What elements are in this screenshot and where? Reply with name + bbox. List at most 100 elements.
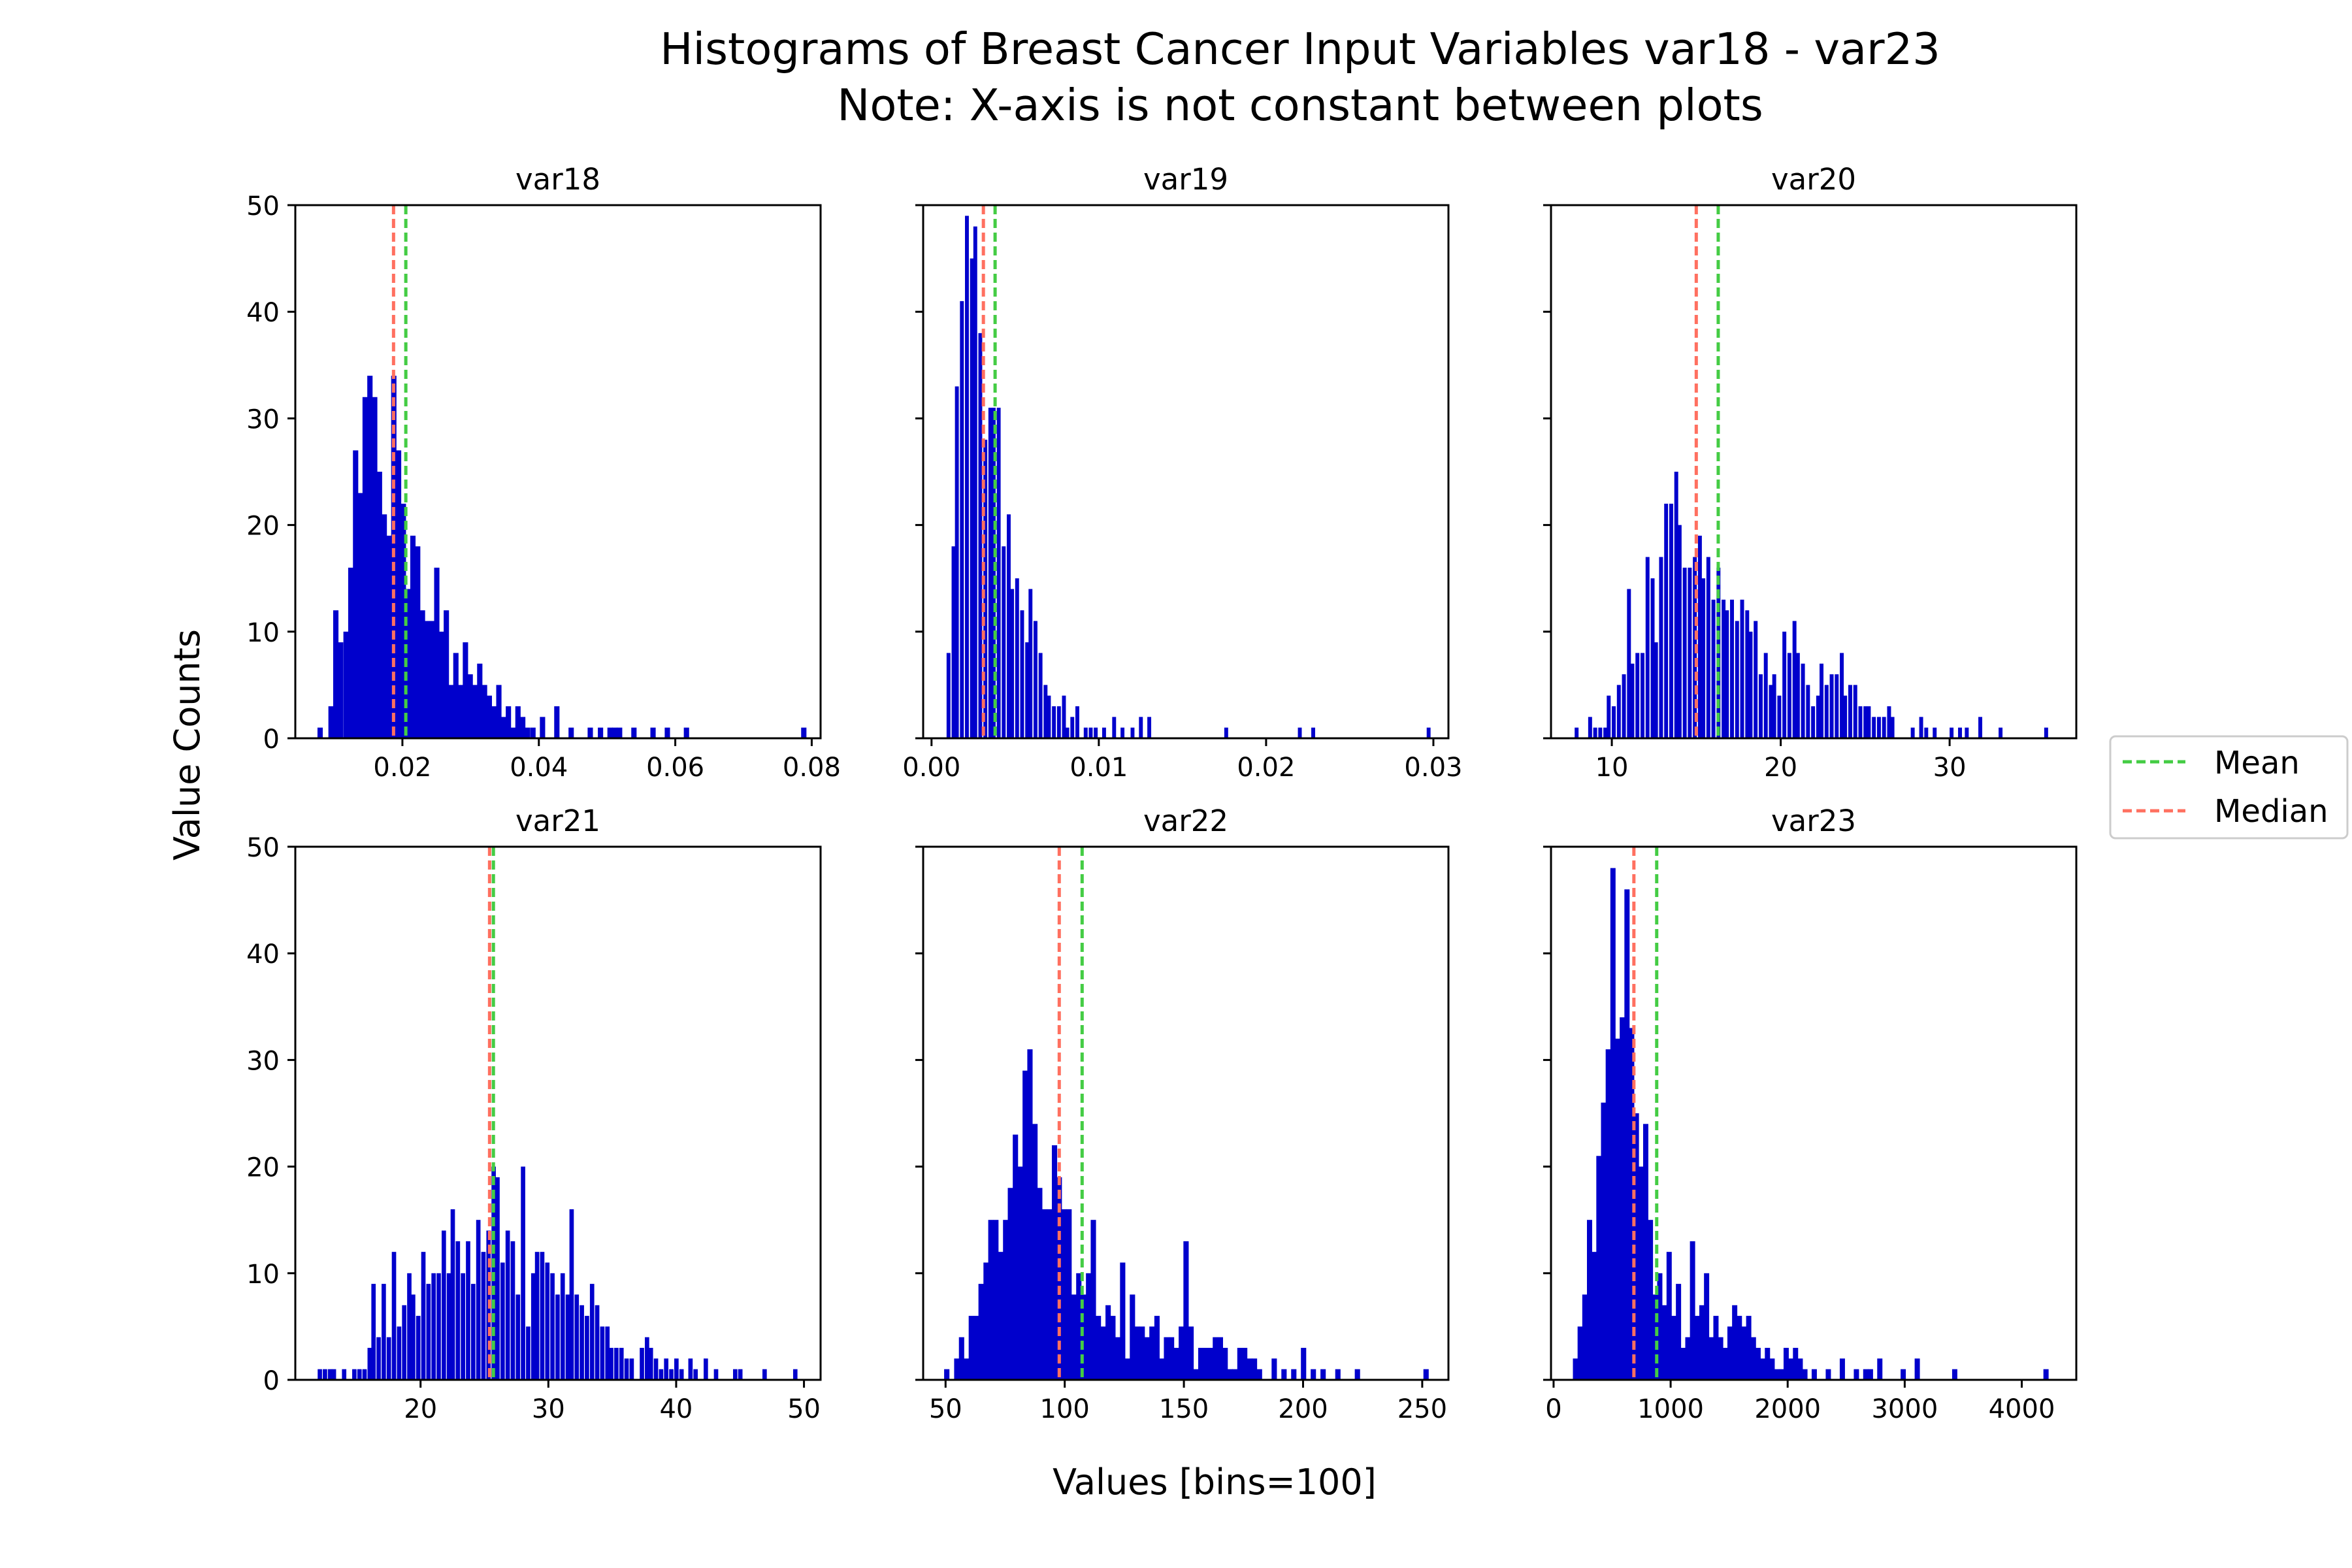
histogram-bar bbox=[554, 706, 560, 738]
histogram-bar bbox=[1765, 1348, 1771, 1380]
x-tick-label: 0.02 bbox=[1237, 753, 1295, 783]
histogram-bar bbox=[1718, 1337, 1723, 1380]
histogram-bar bbox=[1978, 717, 1983, 738]
histogram-bar bbox=[595, 1305, 600, 1380]
histogram-bar bbox=[1769, 1358, 1775, 1380]
histogram-bar bbox=[944, 1369, 950, 1380]
histogram-bar bbox=[960, 301, 964, 738]
histogram-bar bbox=[1674, 472, 1678, 738]
histogram-bar bbox=[1061, 1209, 1067, 1380]
histogram-bar bbox=[434, 567, 440, 738]
histogram-bar bbox=[510, 727, 516, 738]
histogram-bar bbox=[421, 1252, 426, 1380]
histogram-bar bbox=[317, 727, 323, 738]
histogram-bar bbox=[996, 408, 1001, 738]
histogram-bar bbox=[1076, 1273, 1082, 1380]
histogram-bar bbox=[472, 685, 478, 738]
histogram-bar bbox=[1801, 663, 1805, 738]
histogram-bar bbox=[1100, 1326, 1106, 1380]
x-tick-label: 0 bbox=[1545, 1394, 1561, 1424]
histogram-bar bbox=[1783, 1348, 1789, 1380]
histogram-bar bbox=[1863, 1369, 1869, 1380]
histogram-bar bbox=[1706, 557, 1710, 738]
histogram-bar bbox=[540, 717, 546, 738]
x-tick-label: 10 bbox=[1595, 753, 1629, 783]
histogram-bar bbox=[1620, 1017, 1625, 1380]
histogram-bar bbox=[525, 727, 531, 738]
histogram-bar bbox=[1858, 706, 1863, 738]
histogram-bar bbox=[669, 1369, 674, 1380]
histogram-bar bbox=[1028, 589, 1033, 738]
histogram-bar bbox=[1622, 674, 1626, 738]
histogram-bar bbox=[1616, 685, 1621, 738]
histogram-bar bbox=[1741, 1326, 1747, 1380]
histogram-bar bbox=[1627, 589, 1631, 738]
histogram-bar bbox=[1910, 727, 1915, 738]
histogram-bar bbox=[1043, 685, 1048, 738]
histogram-bar bbox=[342, 1369, 347, 1380]
subplot-var19: var19 0.00 0.01 0.02 0.03 bbox=[902, 162, 1462, 783]
y-tick-label: 40 bbox=[246, 939, 280, 970]
histogram-bar bbox=[467, 674, 473, 738]
histogram-bar bbox=[1854, 1369, 1859, 1380]
histogram-bar bbox=[1746, 1316, 1752, 1380]
histogram-bar bbox=[1130, 1294, 1135, 1380]
subplot-title: var23 bbox=[1771, 804, 1856, 838]
histogram-bar bbox=[500, 717, 506, 738]
x-tick-label: 40 bbox=[659, 1394, 693, 1424]
histogram-bar bbox=[607, 727, 613, 738]
histogram-bar bbox=[391, 1252, 397, 1380]
subplot-var20: var20 10 20 30 bbox=[1543, 162, 2078, 783]
histogram-bar bbox=[1777, 695, 1782, 738]
histogram-bar bbox=[1694, 1316, 1700, 1380]
histogram-bar bbox=[1824, 685, 1829, 738]
histogram-bar bbox=[470, 1284, 476, 1380]
histogram-bar bbox=[1685, 1337, 1691, 1380]
x-tick-label: 0.06 bbox=[646, 753, 704, 783]
histogram-bar bbox=[1022, 1070, 1028, 1380]
histogram-bar bbox=[648, 1348, 653, 1380]
histogram-bar bbox=[978, 1284, 984, 1380]
histogram-bar bbox=[1612, 706, 1616, 738]
histogram-bar bbox=[458, 685, 464, 738]
histogram-bar bbox=[1666, 1252, 1672, 1380]
histogram-bar bbox=[402, 1305, 407, 1380]
histogram-bar bbox=[441, 1230, 446, 1380]
histogram-bar bbox=[1843, 695, 1848, 738]
histogram-bar bbox=[683, 727, 689, 738]
histogram-bar bbox=[792, 1369, 798, 1380]
x-tick-label: 50 bbox=[787, 1394, 821, 1424]
subplot-var22: var22 50 100 150 200 250 bbox=[915, 804, 1450, 1424]
histogram-bar bbox=[2043, 1369, 2049, 1380]
histogram-bar bbox=[1787, 653, 1791, 738]
histogram-bar bbox=[1252, 1358, 1258, 1380]
histogram-bar bbox=[416, 1316, 421, 1380]
histogram-bar bbox=[1638, 1166, 1644, 1380]
y-tick-label: 50 bbox=[246, 833, 280, 863]
histogram-bar bbox=[1763, 653, 1768, 738]
subplot-grid: var18 0 10 20 30 40 50 0.02 0.04 0.06 0.08 var19 0.0… bbox=[246, 162, 2078, 1424]
histogram-bar bbox=[1648, 1220, 1654, 1380]
histogram-bar bbox=[1816, 695, 1820, 738]
histogram-bar bbox=[424, 621, 430, 738]
histogram-bar bbox=[1614, 1038, 1620, 1380]
histogram-bar bbox=[397, 1326, 402, 1380]
histogram-bar bbox=[1086, 1273, 1092, 1380]
histogram-bar bbox=[1793, 1348, 1799, 1380]
histogram-bar bbox=[1732, 1305, 1738, 1380]
histogram-bar bbox=[1811, 1369, 1817, 1380]
histogram-bar bbox=[1933, 727, 1937, 738]
histogram-bar bbox=[1227, 1369, 1233, 1380]
histogram-bar bbox=[609, 1348, 613, 1380]
plot-frame bbox=[1550, 845, 2078, 1381]
histogram-bar bbox=[405, 589, 411, 738]
histogram-bar bbox=[1025, 642, 1030, 738]
histogram-bar bbox=[1173, 1348, 1179, 1380]
histogram-bar bbox=[970, 258, 974, 739]
histogram-bar bbox=[438, 631, 444, 738]
histogram-bar bbox=[1745, 610, 1750, 738]
histogram-bar bbox=[1070, 717, 1075, 738]
histogram-bar bbox=[968, 1316, 974, 1380]
histogram-bar bbox=[1676, 1284, 1682, 1380]
